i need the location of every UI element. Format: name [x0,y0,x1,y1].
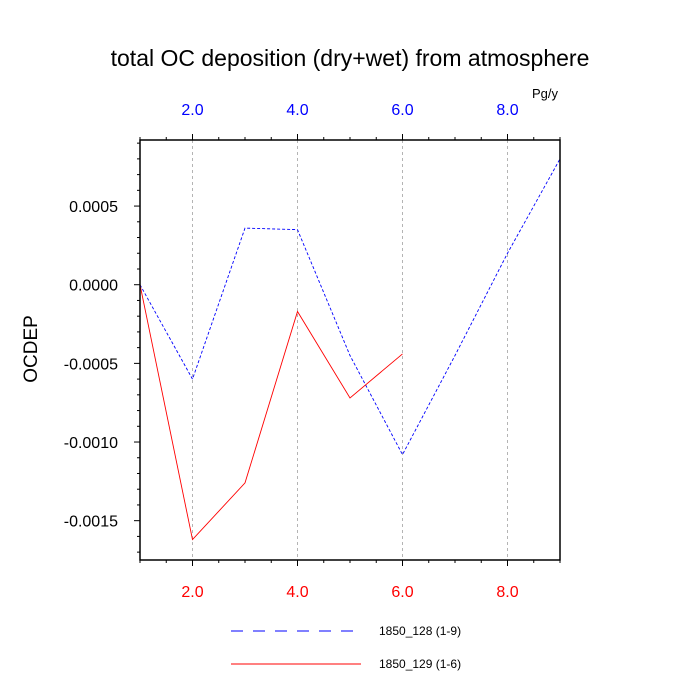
y-tick-label: -0.0010 [64,435,118,452]
legend: 1850_128 (1-9) 1850_129 (1-6) [231,624,461,671]
x-tick-label-bottom: 4.0 [286,584,308,601]
x-tick-label-top: 6.0 [391,102,413,119]
y-tick-label: -0.0015 [64,514,118,531]
series-lines [139,158,561,541]
x-tick-label-bottom: 2.0 [181,584,203,601]
y-tick-label: 0.0000 [69,278,118,295]
x-tick-label-top: 4.0 [286,102,308,119]
legend-label-0: 1850_128 (1-9) [379,624,461,638]
y-tick-labels: 0.0005 0.0000 -0.0005 -0.0010 -0.0015 [64,199,118,531]
x-tick-label-bottom: 8.0 [496,584,518,601]
chart-title: total OC deposition (dry+wet) from atmos… [111,45,590,71]
axis-ticks [134,134,561,566]
y-tick-label: 0.0005 [69,199,118,216]
series-line-1 [139,284,403,541]
x-grid [192,140,508,560]
x-tick-labels-top: 2.0 4.0 6.0 8.0 [181,102,518,119]
plot-frame [139,139,561,561]
legend-label-1: 1850_129 (1-6) [379,657,461,671]
y-axis-label: OCDEP [21,315,42,383]
x-tick-label-top: 8.0 [496,102,518,119]
x-tick-labels-bottom: 2.0 4.0 6.0 8.0 [181,584,518,601]
y-tick-label: -0.0005 [64,356,118,373]
x-tick-label-bottom: 6.0 [391,584,413,601]
top-axis-unit: Pg/y [532,86,559,101]
series-line-0 [139,158,561,456]
x-tick-label-top: 2.0 [181,102,203,119]
